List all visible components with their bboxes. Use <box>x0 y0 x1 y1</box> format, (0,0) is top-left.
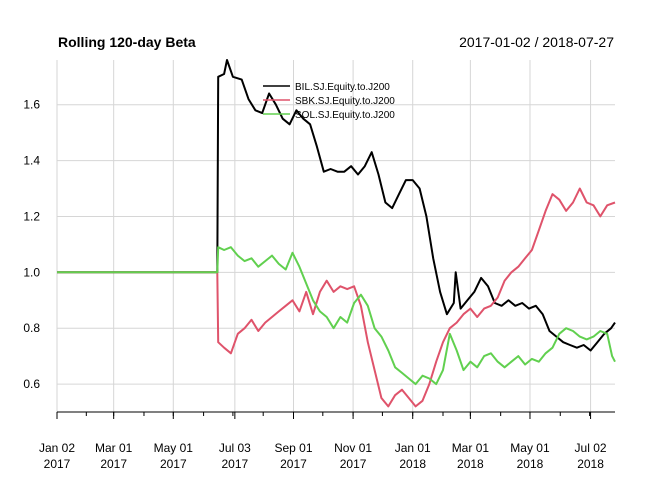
legend: BIL.SJ.Equity.to.J200 SBK.SJ.Equity.to.J2… <box>263 82 395 121</box>
x-tick-label: Mar 01 <box>452 441 490 455</box>
x-tick-label: Nov 01 <box>334 441 372 455</box>
y-tick-label: 1.4 <box>23 154 40 168</box>
x-tick-year-label: 2017 <box>340 457 367 471</box>
x-tick-year-label: 2018 <box>517 457 544 471</box>
legend-label: BIL.SJ.Equity.to.J200 <box>295 82 390 93</box>
x-tick-label: Jan 01 <box>395 441 431 455</box>
series-line-sol <box>57 246 616 386</box>
x-tick-label: Jul 02 <box>575 441 607 455</box>
x-tick-year-label: 2017 <box>222 457 249 471</box>
legend-label: SOL.SJ.Equity.to.J200 <box>295 110 395 121</box>
chart-title: Rolling 120-day Beta <box>58 34 196 50</box>
x-tick-year-label: 2017 <box>44 457 71 471</box>
date-range-label: 2017-01-02 / 2018-07-27 <box>459 34 614 50</box>
x-tick-year-label: 2017 <box>100 457 127 471</box>
y-tick-label: 0.8 <box>23 321 40 335</box>
x-tick-label: Jul 03 <box>219 441 251 455</box>
x-tick-year-label: 2017 <box>160 457 187 471</box>
x-tick-label: Jan 02 <box>39 441 75 455</box>
series-line-bil <box>57 59 616 352</box>
y-tick-label: 1.0 <box>23 265 40 279</box>
series-lines <box>57 59 616 408</box>
x-tick-year-label: 2018 <box>457 457 484 471</box>
axes: 0.6 0.8 1.0 1.2 1.4 1.6 Jan 02 2017 Mar 01 2017 Ma… <box>23 98 615 471</box>
y-tick-label: 1.2 <box>23 209 40 223</box>
y-tick-label: 1.6 <box>23 98 40 112</box>
series-line-sbk <box>57 187 616 408</box>
x-tick-year-label: 2018 <box>399 457 426 471</box>
x-tick-year-label: 2017 <box>280 457 307 471</box>
y-tick-label: 0.6 <box>23 377 40 391</box>
x-tick-label: May 01 <box>510 441 550 455</box>
x-tick-label: Sep 01 <box>274 441 312 455</box>
x-tick-label: Mar 01 <box>95 441 133 455</box>
x-tick-label: May 01 <box>154 441 194 455</box>
x-tick-year-label: 2018 <box>577 457 604 471</box>
legend-label: SBK.SJ.Equity.to.J200 <box>295 96 395 107</box>
